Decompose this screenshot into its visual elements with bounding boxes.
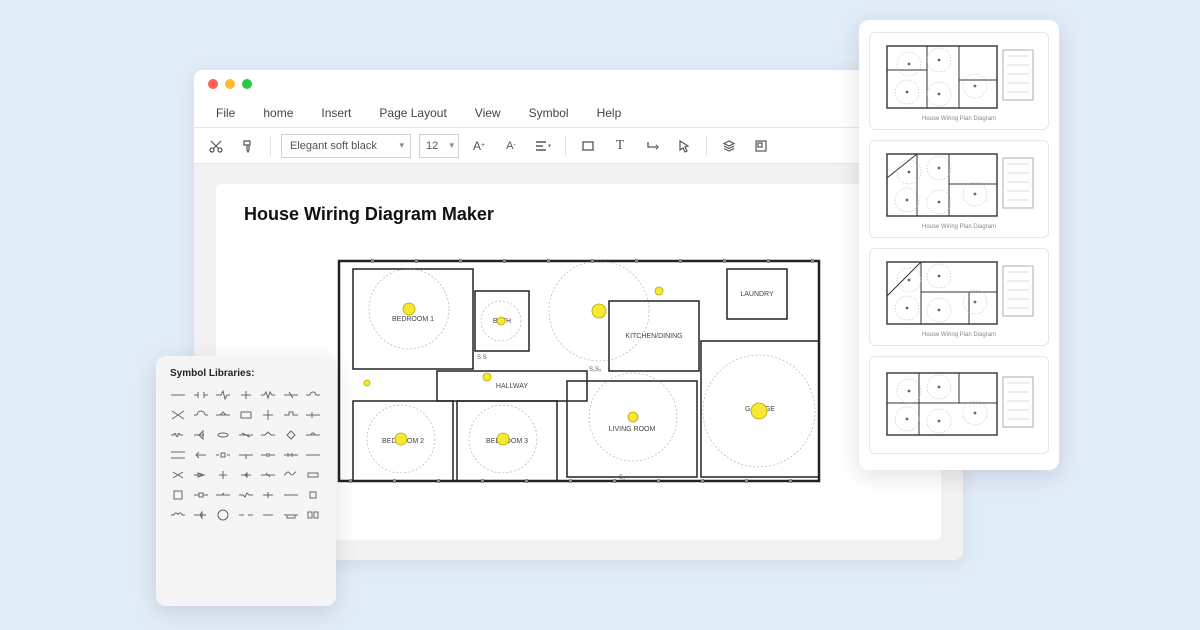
menu-symbol[interactable]: Symbol [515, 106, 583, 120]
symbol-item[interactable] [170, 469, 186, 481]
symbol-item[interactable] [260, 429, 276, 441]
template-card[interactable]: House Wiring Plan Diagram [869, 140, 1049, 238]
svg-text:BEDROOM 1: BEDROOM 1 [391, 316, 433, 323]
menu-view[interactable]: View [461, 106, 515, 120]
symbol-item[interactable] [238, 389, 254, 401]
rectangle-tool-icon[interactable] [576, 134, 600, 158]
symbol-item[interactable] [193, 429, 209, 441]
symbol-item[interactable] [305, 449, 321, 461]
menu-home[interactable]: home [249, 106, 307, 120]
menu-help[interactable]: Help [583, 106, 636, 120]
symbol-item[interactable] [215, 409, 231, 421]
symbol-item[interactable] [305, 389, 321, 401]
symbol-item[interactable] [215, 469, 231, 481]
increase-font-icon[interactable]: A+ [467, 134, 491, 158]
template-label: House Wiring Plan Diagram [922, 332, 996, 338]
decrease-font-icon[interactable]: A- [499, 134, 523, 158]
group-icon[interactable] [749, 134, 773, 158]
symbol-item[interactable] [305, 509, 321, 521]
template-panel: House Wiring Plan Diagram House Wiring Pl… [859, 20, 1059, 470]
symbol-item[interactable] [260, 389, 276, 401]
symbol-item[interactable] [170, 429, 186, 441]
format-painter-icon[interactable] [236, 134, 260, 158]
symbol-item[interactable] [283, 489, 299, 501]
align-icon[interactable]: ▾ [531, 134, 555, 158]
symbol-item[interactable] [193, 469, 209, 481]
symbol-item[interactable] [193, 389, 209, 401]
symbol-item[interactable] [283, 389, 299, 401]
cut-icon[interactable] [204, 134, 228, 158]
symbol-item[interactable] [170, 389, 186, 401]
symbol-item[interactable] [283, 429, 299, 441]
text-tool-icon[interactable]: T [608, 134, 632, 158]
template-card[interactable]: House Wiring Plan Diagram [869, 248, 1049, 346]
symbol-item[interactable] [193, 449, 209, 461]
symbol-item[interactable] [305, 469, 321, 481]
symbol-item[interactable] [283, 449, 299, 461]
font-name: Elegant soft black [290, 140, 377, 152]
symbol-item[interactable] [193, 509, 209, 521]
symbol-item[interactable] [238, 509, 254, 521]
template-card[interactable]: House Wiring Plan Diagram [869, 32, 1049, 130]
floorplan-diagram[interactable]: BEDROOM 1BATHHALLWAYKITCHEN/DININGLIVING… [319, 241, 839, 501]
symbol-item[interactable] [260, 409, 276, 421]
symbol-item[interactable] [283, 469, 299, 481]
symbol-item[interactable] [215, 389, 231, 401]
font-size: 12 [426, 140, 438, 152]
close-icon[interactable] [208, 79, 218, 89]
svg-text:S₁: S₁ [619, 475, 625, 481]
maximize-icon[interactable] [242, 79, 252, 89]
toolbar: Elegant soft black 12 A+ A- ▾ T [194, 128, 963, 164]
symbol-grid [170, 389, 322, 521]
titlebar [194, 70, 963, 98]
minimize-icon[interactable] [225, 79, 235, 89]
symbol-item[interactable] [238, 429, 254, 441]
symbol-item[interactable] [260, 449, 276, 461]
symbol-item[interactable] [238, 489, 254, 501]
svg-text:KITCHEN/DINING: KITCHEN/DINING [625, 333, 682, 340]
symbol-item[interactable] [193, 409, 209, 421]
symbol-item[interactable] [283, 409, 299, 421]
menu-insert[interactable]: Insert [307, 106, 365, 120]
template-label: House Wiring Plan Diagram [922, 116, 996, 122]
symbol-item[interactable] [260, 489, 276, 501]
symbol-item[interactable] [215, 489, 231, 501]
symbol-item[interactable] [170, 489, 186, 501]
layers-icon[interactable] [717, 134, 741, 158]
symbol-item[interactable] [215, 449, 231, 461]
svg-text:S S: S S [477, 355, 487, 361]
symbol-item[interactable] [170, 409, 186, 421]
template-label: House Wiring Plan Diagram [922, 224, 996, 230]
symbol-item[interactable] [238, 449, 254, 461]
font-select[interactable]: Elegant soft black [281, 134, 411, 158]
svg-text:LIVING ROOM: LIVING ROOM [608, 426, 655, 433]
symbol-item[interactable] [260, 469, 276, 481]
menu-page-layout[interactable]: Page Layout [365, 106, 460, 120]
template-card[interactable] [869, 356, 1049, 454]
symbol-item[interactable] [238, 469, 254, 481]
svg-text:S₁S₂: S₁S₂ [589, 367, 602, 373]
connector-tool-icon[interactable] [640, 134, 664, 158]
pointer-tool-icon[interactable] [672, 134, 696, 158]
symbol-item[interactable] [305, 489, 321, 501]
symbol-item[interactable] [170, 449, 186, 461]
symbol-item[interactable] [260, 509, 276, 521]
symbol-item[interactable] [215, 509, 231, 521]
menu-file[interactable]: File [202, 106, 249, 120]
symbol-panel-title: Symbol Libraries: [170, 368, 322, 379]
symbol-item[interactable] [305, 429, 321, 441]
font-size-select[interactable]: 12 [419, 134, 459, 158]
symbol-item[interactable] [193, 489, 209, 501]
canvas-title: House Wiring Diagram Maker [244, 204, 913, 225]
symbol-item[interactable] [305, 409, 321, 421]
menubar: FilehomeInsertPage LayoutViewSymbolHelp [194, 98, 963, 128]
symbol-library-panel: Symbol Libraries: [156, 356, 336, 606]
symbol-item[interactable] [215, 429, 231, 441]
svg-text:HALLWAY: HALLWAY [495, 383, 527, 390]
symbol-item[interactable] [170, 509, 186, 521]
symbol-item[interactable] [238, 409, 254, 421]
symbol-item[interactable] [283, 509, 299, 521]
svg-text:LAUNDRY: LAUNDRY [740, 291, 774, 298]
